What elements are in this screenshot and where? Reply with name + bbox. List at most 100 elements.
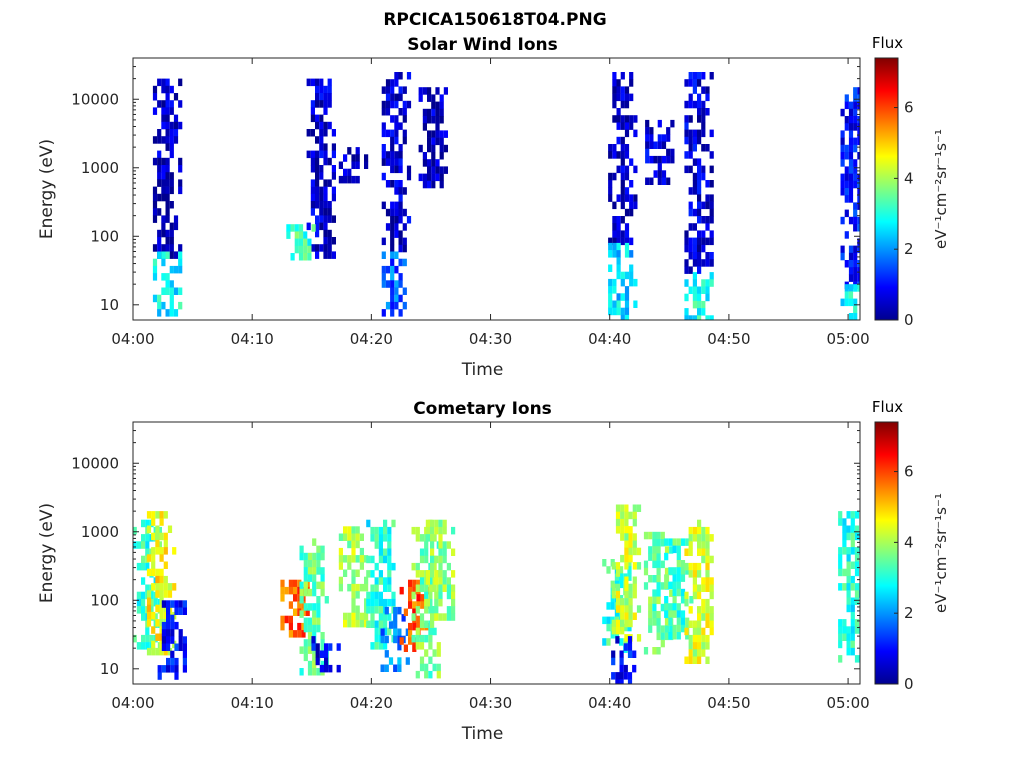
heatmap-cell xyxy=(620,100,625,109)
heatmap-cell xyxy=(676,552,681,561)
heatmap-cell xyxy=(178,186,183,195)
x-tick-label: 04:00 xyxy=(111,330,154,348)
heatmap-cell xyxy=(620,115,625,123)
heatmap-cell xyxy=(632,664,637,673)
heatmap-cell xyxy=(310,201,315,209)
heatmap-cell xyxy=(416,615,421,624)
heatmap-cell xyxy=(385,158,391,166)
heatmap-cell xyxy=(451,526,456,535)
heatmap-cell xyxy=(378,598,383,607)
heatmap-cell xyxy=(697,584,702,592)
heatmap-cell xyxy=(428,584,433,592)
heatmap-cell xyxy=(151,647,156,656)
heatmap-cell xyxy=(624,250,630,258)
heatmap-cell xyxy=(666,127,671,135)
heatmap-cell xyxy=(419,620,425,628)
heatmap-cell xyxy=(161,629,166,637)
heatmap-cell xyxy=(383,548,388,556)
heatmap-cell xyxy=(374,591,379,600)
heatmap-cell xyxy=(697,526,702,535)
heatmap-cell xyxy=(366,555,371,564)
heatmap-cell xyxy=(284,586,289,595)
heatmap-cell xyxy=(697,620,702,628)
heatmap-cell xyxy=(857,245,860,254)
heatmap-cell xyxy=(697,315,702,320)
heatmap-cell xyxy=(324,657,329,666)
heatmap-cell xyxy=(315,229,320,238)
heatmap-cell xyxy=(632,650,637,658)
heatmap-cell xyxy=(436,663,441,672)
heatmap-cell xyxy=(343,612,348,621)
heatmap-cell xyxy=(385,301,391,310)
heatmap-cell xyxy=(419,634,425,643)
heatmap-cell xyxy=(615,504,621,512)
heatmap-cell xyxy=(167,583,173,591)
heatmap-cell xyxy=(315,215,320,223)
heatmap-cell xyxy=(161,215,166,223)
heatmap-cell xyxy=(697,165,702,174)
heatmap-cell xyxy=(848,252,854,261)
heatmap-cell xyxy=(385,86,391,94)
heatmap-cell xyxy=(838,619,843,627)
heatmap-cell xyxy=(351,526,356,534)
heatmap-cell xyxy=(624,504,629,512)
heatmap-cell xyxy=(312,603,317,611)
heatmap-cell xyxy=(842,633,847,641)
heatmap-cell xyxy=(157,136,162,144)
heatmap-cell xyxy=(688,562,693,571)
heatmap-cell xyxy=(427,94,432,102)
heatmap-cell xyxy=(624,122,630,130)
heatmap-cell xyxy=(430,555,435,564)
heatmap-cell xyxy=(840,137,845,146)
heatmap-cell xyxy=(632,562,637,570)
heatmap-cell xyxy=(701,300,706,309)
heatmap-cell xyxy=(169,136,174,144)
heatmap-cell xyxy=(660,639,665,648)
heatmap-cell xyxy=(656,632,661,641)
heatmap-cell xyxy=(629,194,634,202)
heatmap-cell xyxy=(624,187,630,195)
heatmap-cell xyxy=(629,115,634,123)
heatmap-cell xyxy=(850,575,855,584)
heatmap-cell xyxy=(419,613,425,621)
heatmap-cell xyxy=(338,555,343,563)
heatmap-cell xyxy=(844,116,849,124)
heatmap-cell xyxy=(676,624,681,633)
heatmap-cell xyxy=(427,173,432,182)
heatmap-cell xyxy=(853,116,858,124)
heatmap-cell xyxy=(415,584,420,592)
heatmap-cell xyxy=(331,150,336,159)
heatmap-cell xyxy=(705,534,710,542)
heatmap-cell xyxy=(351,161,356,169)
heatmap-cell xyxy=(178,301,183,310)
heatmap-cell xyxy=(155,647,160,656)
heatmap-cell xyxy=(446,591,451,600)
heatmap-cell xyxy=(853,180,858,189)
heatmap-cell xyxy=(623,623,628,632)
heatmap-cell xyxy=(310,179,315,187)
heatmap-cell xyxy=(633,278,638,287)
panel-title: Solar Wind Ions xyxy=(407,35,558,55)
heatmap-cell xyxy=(312,624,317,633)
heatmap-cell xyxy=(174,657,179,666)
heatmap-cell xyxy=(862,123,866,131)
heatmap-cell xyxy=(424,555,429,564)
heatmap-cell xyxy=(615,526,621,534)
heatmap-cell xyxy=(633,201,638,210)
heatmap-cell xyxy=(863,569,867,577)
heatmap-cell xyxy=(381,108,386,116)
heatmap-cell xyxy=(155,633,160,641)
heatmap-cell xyxy=(351,619,356,628)
heatmap-cell xyxy=(422,173,427,182)
heatmap-cell xyxy=(632,612,637,620)
heatmap-cell xyxy=(398,187,403,195)
heatmap-cell xyxy=(425,570,430,578)
heatmap-cell xyxy=(685,617,690,626)
heatmap-cell xyxy=(844,298,849,307)
heatmap-cell xyxy=(427,116,432,124)
heatmap-cell xyxy=(633,300,638,308)
heatmap-cell xyxy=(857,180,860,189)
heatmap-cell xyxy=(443,144,448,153)
heatmap-cell xyxy=(159,626,164,634)
heatmap-cell xyxy=(688,315,693,320)
